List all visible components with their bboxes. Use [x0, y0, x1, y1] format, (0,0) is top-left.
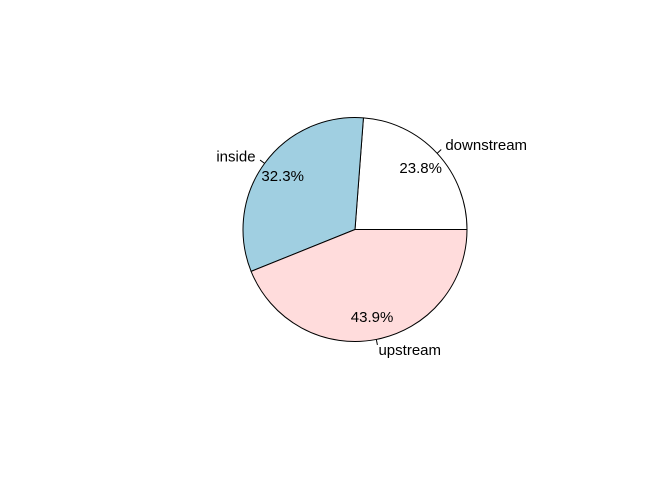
label-tick-upstream [375, 339, 378, 346]
pie-slice-inside [242, 117, 364, 272]
pie-slices [242, 117, 468, 342]
category-label-upstream: upstream [378, 342, 441, 359]
percent-label-downstream: 23.8% [399, 160, 442, 177]
percent-label-upstream: 43.9% [351, 309, 394, 326]
pie-slice-downstream [354, 117, 468, 230]
percent-label-inside: 32.3% [261, 168, 304, 185]
category-labels: downstream inside upstream [216, 137, 527, 359]
label-ticks [259, 149, 442, 346]
category-label-downstream: downstream [445, 137, 527, 154]
category-label-inside: inside [216, 148, 255, 165]
pie-slice-upstream [250, 229, 468, 342]
label-tick-inside [259, 159, 265, 164]
label-tick-downstream [436, 149, 442, 154]
percent-labels: 23.8% 32.3% 43.9% [261, 160, 442, 326]
